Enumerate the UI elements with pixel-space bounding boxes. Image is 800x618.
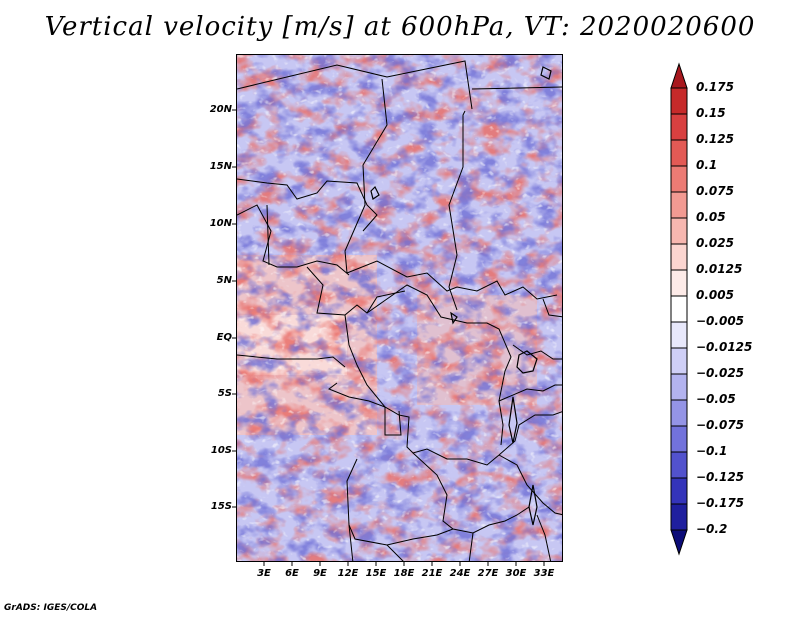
lon-label: 9E — [313, 568, 327, 579]
colorbar-bin — [670, 217, 688, 245]
lon-label: 30E — [505, 568, 527, 579]
lon-label: 27E — [477, 568, 499, 579]
colorbar-label: 0.1 — [696, 158, 718, 172]
colorbar-label: 0.15 — [696, 106, 726, 120]
lat-label: 5N — [216, 275, 232, 286]
colorbar-label: −0.0125 — [696, 340, 753, 354]
lon-label: 24E — [449, 568, 471, 579]
colorbar-bin — [670, 373, 688, 401]
colorbar-label: −0.1 — [696, 444, 728, 458]
colorbar-label: −0.2 — [696, 522, 728, 536]
colorbar-bin — [670, 191, 688, 219]
colorbar-bin — [670, 451, 688, 479]
colorbar-label: −0.05 — [696, 392, 736, 406]
lat-label: 5S — [217, 388, 232, 399]
lat-label: 15S — [210, 501, 232, 512]
lon-label: 18E — [393, 568, 415, 579]
colorbar-bin — [670, 425, 688, 453]
colorbar-label: −0.025 — [696, 366, 745, 380]
colorbar-label: −0.125 — [696, 470, 745, 484]
colorbar-bin — [670, 269, 688, 297]
colorbar-bin — [670, 113, 688, 141]
colorbar-bin — [670, 399, 688, 427]
colorbar-label: 0.125 — [696, 132, 734, 146]
colorbar-bin — [670, 87, 688, 115]
map-title: Vertical velocity [m/s] at 600hPa, VT: 2… — [44, 12, 756, 42]
colorbar-bin — [670, 477, 688, 505]
colorbar-bin — [670, 295, 688, 323]
lat-label: 20N — [209, 104, 232, 115]
colorbar-bin — [670, 321, 688, 349]
colorbar-label: 0.0125 — [696, 262, 743, 276]
lake-outlines — [370, 66, 552, 526]
colorbar-label: −0.005 — [696, 314, 745, 328]
colorbar-bin — [670, 347, 688, 375]
colorbar-label: −0.175 — [696, 496, 745, 510]
colorbar-label: 0.075 — [696, 184, 734, 198]
colorbar-bin — [670, 243, 688, 271]
lon-label: 6E — [285, 568, 299, 579]
map-plot-area — [236, 54, 563, 562]
colorbar-bin — [670, 165, 688, 193]
colorbar-label: 0.175 — [696, 80, 734, 94]
lon-label: 33E — [533, 568, 555, 579]
lon-label: 21E — [421, 568, 443, 579]
colorbar-top-triangle — [670, 62, 688, 89]
colorbar-label: 0.025 — [696, 236, 734, 250]
lat-label: 10S — [210, 445, 232, 456]
country-borders — [237, 60, 562, 561]
lat-label: EQ — [216, 332, 232, 343]
colorbar-label: 0.05 — [696, 210, 726, 224]
velocity-field — [237, 55, 562, 561]
colorbar-bottom-triangle — [670, 529, 688, 556]
lon-label: 12E — [337, 568, 359, 579]
lon-label: 15E — [365, 568, 387, 579]
colorbar-label: 0.005 — [696, 288, 734, 302]
grads-credit: GrADS: IGES/COLA — [4, 603, 98, 613]
lat-label: 15N — [209, 161, 232, 172]
colorbar-label: −0.075 — [696, 418, 745, 432]
lon-label: 3E — [257, 568, 271, 579]
lat-label: 10N — [209, 218, 232, 229]
colorbar-bin — [670, 139, 688, 167]
colorbar-bin — [670, 503, 688, 531]
